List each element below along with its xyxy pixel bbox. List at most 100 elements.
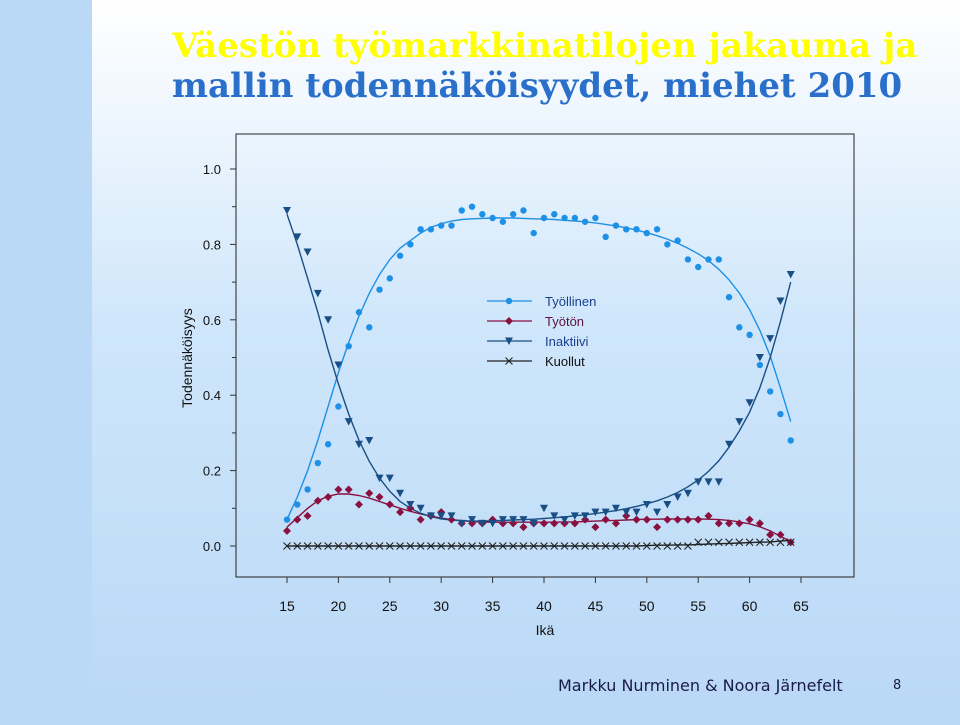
data-point-kuollut xyxy=(488,542,497,550)
data-point-kuollut xyxy=(468,542,476,550)
data-point-kuollut xyxy=(344,542,353,550)
data-point-ty-t-n xyxy=(334,485,343,494)
data-point-ty-t-n xyxy=(354,500,363,509)
fit-line-inaktiivi xyxy=(286,213,792,522)
data-point-inaktiivi xyxy=(786,271,795,279)
data-point-kuollut xyxy=(437,542,446,550)
data-point-ty-llinen xyxy=(777,410,784,418)
x-tick-label: 60 xyxy=(742,598,758,614)
y-tick-label: 0.8 xyxy=(203,237,221,252)
data-point-kuollut xyxy=(457,542,466,550)
x-tick-label: 65 xyxy=(793,598,809,614)
data-point-ty-llinen xyxy=(294,501,301,508)
data-point-inaktiivi xyxy=(519,516,528,524)
data-point-ty-t-n xyxy=(673,515,682,524)
data-point-kuollut xyxy=(324,542,333,550)
data-point-kuollut xyxy=(745,538,754,547)
data-point-kuollut xyxy=(498,542,507,550)
y-axis-ticks: 0.0 0.2 0.4 0.6 0.8 1.0 xyxy=(203,162,236,554)
data-point-ty-llinen xyxy=(283,516,291,523)
data-point-kuollut xyxy=(427,542,435,550)
data-point-kuollut xyxy=(385,542,394,550)
data-point-ty-llinen xyxy=(335,403,342,410)
data-point-inaktiivi xyxy=(601,508,610,517)
data-point-kuollut xyxy=(406,542,415,550)
data-point-ty-llinen xyxy=(612,222,620,229)
data-point-inaktiivi xyxy=(611,504,620,513)
data-point-inaktiivi xyxy=(694,478,703,486)
data-point-ty-llinen xyxy=(684,256,692,263)
data-point-kuollut xyxy=(550,542,559,550)
data-point-ty-llinen xyxy=(468,203,476,210)
data-point-inaktiivi xyxy=(344,418,353,426)
data-point-inaktiivi xyxy=(375,474,384,483)
data-point-ty-llinen xyxy=(674,237,681,244)
data-point-kuollut xyxy=(735,538,744,547)
data-point-ty-llinen xyxy=(448,222,455,229)
data-point-kuollut xyxy=(519,542,528,550)
data-point-ty-t-n xyxy=(694,515,703,524)
data-point-kuollut xyxy=(509,542,518,550)
x-tick-label: 40 xyxy=(536,598,552,614)
data-point-ty-llinen xyxy=(427,226,435,233)
slide-title: Väestön työmarkkinatilojen jakauma ja ma… xyxy=(172,26,932,106)
data-point-ty-llinen xyxy=(715,256,722,263)
data-point-ty-llinen xyxy=(304,486,311,493)
data-point-inaktiivi xyxy=(303,248,312,256)
data-point-ty-llinen xyxy=(571,214,579,222)
data-point-kuollut xyxy=(283,542,291,550)
data-point-ty-llinen xyxy=(540,214,548,222)
data-point-ty-llinen xyxy=(314,459,322,467)
data-point-ty-llinen xyxy=(417,226,424,233)
data-point-inaktiivi xyxy=(478,519,487,528)
data-point-inaktiivi xyxy=(560,516,569,524)
data-point-inaktiivi xyxy=(622,508,631,517)
data-point-inaktiivi xyxy=(755,354,764,362)
data-point-inaktiivi xyxy=(663,501,672,509)
data-point-ty-llinen xyxy=(324,441,332,448)
data-point-inaktiivi xyxy=(293,233,302,241)
data-point-kuollut xyxy=(663,542,672,550)
data-point-ty-llinen xyxy=(438,222,445,229)
data-point-ty-t-n xyxy=(416,515,425,524)
data-point-kuollut xyxy=(529,542,538,550)
fit-line-ty-t-n xyxy=(286,493,792,543)
data-point-inaktiivi xyxy=(735,418,744,426)
data-point-inaktiivi xyxy=(354,440,363,449)
data-point-kuollut xyxy=(704,538,713,547)
data-point-kuollut xyxy=(694,538,703,547)
data-point-inaktiivi xyxy=(468,516,477,524)
data-point-ty-t-n xyxy=(755,519,764,528)
data-point-ty-llinen xyxy=(561,214,568,222)
x-axis-label: Ikä xyxy=(536,622,555,638)
data-point-ty-llinen xyxy=(366,324,373,331)
data-point-ty-t-n xyxy=(540,519,548,528)
data-point-ty-t-n xyxy=(766,530,775,539)
data-point-inaktiivi xyxy=(591,508,600,517)
x-axis-ticks: 15 20 25 30 35 40 45 50 55 60 65 xyxy=(279,577,809,614)
data-point-ty-llinen xyxy=(458,207,465,214)
data-point-ty-t-n xyxy=(683,515,692,524)
data-point-ty-llinen xyxy=(551,211,558,218)
legend-label-kuollut: Kuollut xyxy=(545,354,585,369)
legend-marker-inaktiivi xyxy=(505,337,513,345)
data-point-kuollut xyxy=(375,542,384,550)
data-markers xyxy=(283,203,795,550)
x-tick-label: 25 xyxy=(382,598,398,614)
data-point-ty-t-n xyxy=(396,508,405,517)
data-point-ty-t-n xyxy=(570,519,579,528)
x-tick-label: 50 xyxy=(639,598,655,614)
x-tick-label: 20 xyxy=(331,598,347,614)
data-point-ty-llinen xyxy=(623,226,630,233)
data-point-ty-t-n xyxy=(324,492,333,501)
data-point-ty-llinen xyxy=(520,207,527,214)
data-point-inaktiivi xyxy=(437,512,446,520)
legend-marker-ty-llinen xyxy=(505,297,513,305)
x-tick-label: 35 xyxy=(485,598,501,614)
data-point-ty-llinen xyxy=(643,229,650,237)
data-point-ty-llinen xyxy=(736,324,743,331)
data-point-ty-llinen xyxy=(592,214,599,222)
x-tick-label: 55 xyxy=(690,598,706,614)
data-point-ty-llinen xyxy=(756,361,764,369)
data-point-kuollut xyxy=(725,538,733,547)
